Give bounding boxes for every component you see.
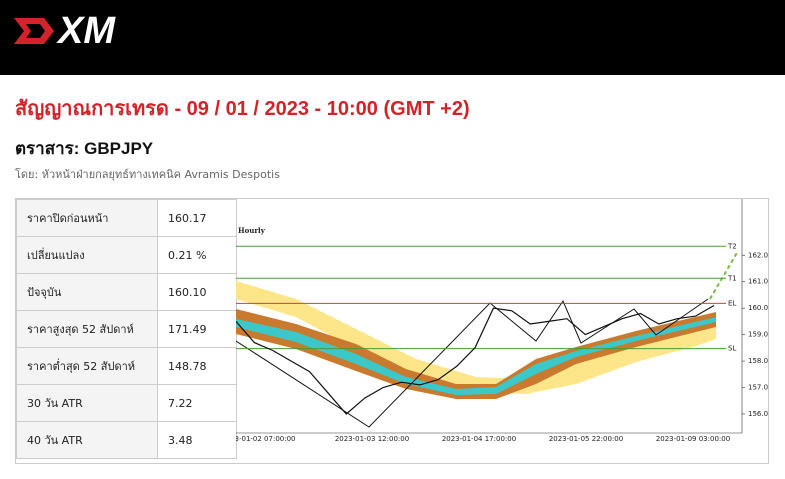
value-cell: 160.17: [157, 199, 237, 237]
row: ปัจจุบัน 160.10: [16, 273, 237, 311]
y-tick-label: 162.00: [748, 251, 768, 259]
logo: XM: [58, 10, 115, 52]
value-cell: 171.49: [157, 310, 237, 348]
y-tick-label: 157.00: [748, 384, 768, 392]
logo-icon: [14, 18, 54, 44]
value-cell: 0.21 %: [157, 236, 237, 274]
label-cell: เปลี่ยนแปลง: [16, 236, 158, 274]
y-tick-label: 158.00: [748, 357, 768, 365]
chart: Hourly 156.00 157.00 158.00 159.00 160.00 161…: [236, 199, 768, 443]
row: ราคาปิดก่อนหน้า 160.17: [16, 199, 237, 237]
y-tick-label: 161.00: [748, 278, 768, 286]
level-label: SL: [728, 345, 736, 353]
x-tick-label: 2023-01-03 12:00:00: [335, 435, 409, 443]
zigzag: [236, 298, 709, 428]
label-cell: 40 วัน ATR: [16, 421, 158, 459]
byline: โดย: หัวหน้าฝ่ายกลยุทธ์ทางเทคนิค Avramis…: [15, 168, 280, 181]
x-tick-label: 2023-01-05 22:00:00: [549, 435, 623, 443]
panel: [15, 198, 769, 464]
level-label: T1: [727, 274, 737, 282]
label-cell: ราคาปิดก่อนหน้า: [16, 199, 158, 237]
y-tick-label: 156.00: [748, 410, 768, 418]
header: XM: [0, 0, 785, 75]
x-tick-label: 2023-01-09 03:00:00: [656, 435, 730, 443]
level-label: T2: [727, 242, 737, 250]
row: เปลี่ยนแปลง 0.21 %: [16, 236, 237, 274]
row: 30 วัน ATR 7.22: [16, 384, 237, 422]
label-cell: 30 วัน ATR: [16, 384, 158, 422]
y-tick-label: 160.00: [748, 304, 768, 312]
price-line: [236, 304, 715, 415]
band-outer: [236, 281, 716, 394]
y-tick-label: 159.00: [748, 331, 768, 339]
stats-table: ราคาปิดก่อนหน้า 160.17 เปลี่ยนแปลง 0.21 % ปั…: [16, 199, 237, 459]
target-arrow: [709, 250, 739, 300]
label-cell: ปัจจุบัน: [16, 273, 158, 311]
title: สัญญาณการเทรด - 09 / 01 / 2023 - 10:00 (…: [15, 98, 470, 120]
x-tick-label: 3-01-02 07:00:00: [236, 435, 295, 443]
x-tick-label: 2023-01-04 17:00:00: [442, 435, 516, 443]
row: ราคาสูงสุด 52 สัปดาห์ 171.49: [16, 310, 237, 348]
value-cell: 148.78: [157, 347, 237, 385]
value-cell: 7.22: [157, 384, 237, 422]
instrument: ตราสาร: GBPJPY: [15, 139, 154, 158]
row: ราคาต่ำสุด 52 สัปดาห์ 148.78: [16, 347, 237, 385]
level-label: EL: [728, 299, 736, 307]
label-cell: ราคาสูงสุด 52 สัปดาห์: [16, 310, 158, 348]
value-cell: 160.10: [157, 273, 237, 311]
row: 40 วัน ATR 3.48: [16, 421, 237, 459]
chart-subtitle: Hourly: [238, 226, 266, 235]
label-cell: ราคาต่ำสุด 52 สัปดาห์: [16, 347, 158, 385]
value-cell: 3.48: [157, 421, 237, 459]
